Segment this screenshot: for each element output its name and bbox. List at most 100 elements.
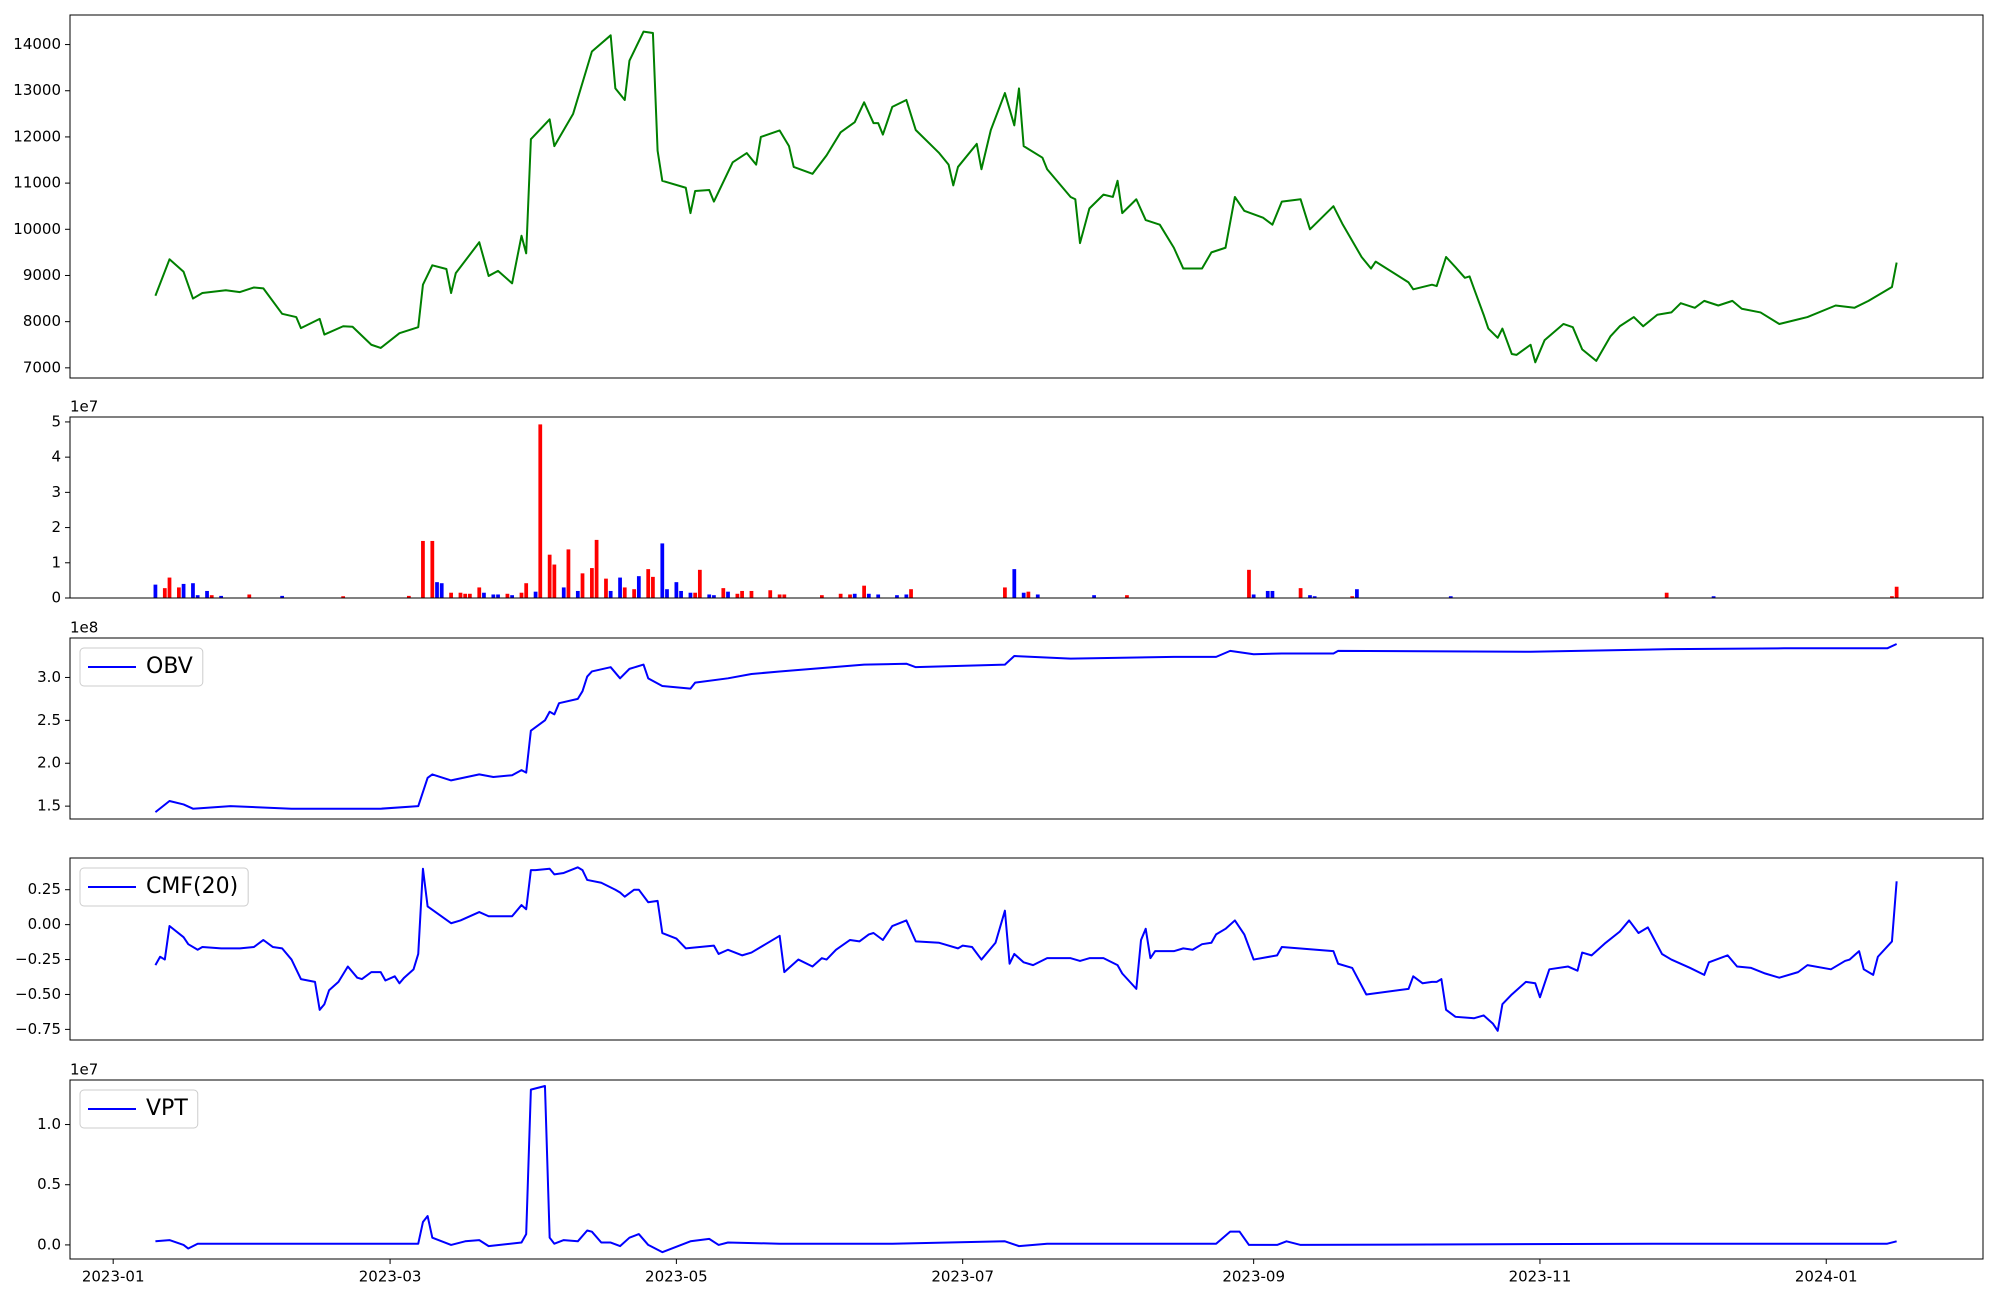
bar xyxy=(195,595,200,598)
y-tick-label: 1.5 xyxy=(37,797,61,815)
axes-frame xyxy=(69,14,1984,379)
bar xyxy=(632,589,637,598)
bar xyxy=(430,540,435,598)
y-tick-label: 9000 xyxy=(23,266,61,284)
bar xyxy=(205,590,209,598)
data-line xyxy=(155,1085,1897,1254)
bar xyxy=(665,589,669,598)
bar xyxy=(561,587,566,598)
bar xyxy=(674,582,679,598)
data-line xyxy=(154,866,1898,1032)
y-tick-label: −0.25 xyxy=(15,950,61,968)
y-tick-label: 3 xyxy=(51,483,61,501)
y-tick-label: −0.50 xyxy=(15,985,61,1003)
y-tick-label: 2.5 xyxy=(37,711,61,729)
bar xyxy=(458,592,463,598)
y-tick-label: 0.0 xyxy=(37,1235,61,1253)
bar xyxy=(575,590,580,598)
bar xyxy=(1894,586,1899,598)
bar xyxy=(491,594,496,598)
y-tick-label: 0.25 xyxy=(28,880,61,898)
y-tick-label: 1 xyxy=(51,553,61,571)
bar xyxy=(247,594,252,598)
bar xyxy=(181,583,186,598)
y-tick-label: 0.5 xyxy=(37,1175,61,1193)
bar xyxy=(162,588,167,598)
bar xyxy=(1664,592,1669,598)
bar xyxy=(1265,590,1270,598)
bar xyxy=(167,577,172,598)
data-line xyxy=(154,30,1898,364)
y-tick-label: 1.0 xyxy=(37,1115,61,1133)
bar xyxy=(721,588,726,598)
bar xyxy=(819,595,824,598)
y-tick-label: 2.0 xyxy=(37,754,61,772)
y-tick-label: 8000 xyxy=(23,312,61,330)
bar xyxy=(1012,569,1017,598)
bar xyxy=(510,595,514,598)
axis-offset-label: 1e8 xyxy=(70,619,98,637)
y-tick-label: 2 xyxy=(51,518,61,536)
bar xyxy=(876,594,881,598)
bar xyxy=(852,593,857,598)
bar xyxy=(1355,589,1359,598)
bar xyxy=(904,594,909,598)
bar xyxy=(590,568,594,598)
bar xyxy=(608,590,613,598)
axes-frame xyxy=(69,637,1984,820)
bar xyxy=(660,543,665,598)
bar xyxy=(1448,596,1453,598)
bar xyxy=(467,593,472,598)
bar xyxy=(1125,595,1129,598)
bar xyxy=(636,576,641,598)
bar xyxy=(552,564,557,598)
axes-frame xyxy=(69,1079,1984,1260)
bar xyxy=(848,594,852,598)
x-tick-label: 2023-05 xyxy=(645,1268,708,1286)
y-tick-label: 13000 xyxy=(13,81,61,99)
y-tick-label: 7000 xyxy=(23,358,61,376)
bar xyxy=(1021,592,1026,598)
bar xyxy=(209,595,214,598)
bar xyxy=(1251,594,1256,598)
bar xyxy=(688,592,693,598)
bar xyxy=(726,591,730,598)
bar xyxy=(524,583,529,598)
y-tick-label: 10000 xyxy=(13,220,61,238)
x-tick-label: 2023-11 xyxy=(1509,1268,1572,1286)
bar xyxy=(1003,587,1007,598)
x-tick-label: 2023-03 xyxy=(359,1268,422,1286)
y-tick-label: 12000 xyxy=(13,127,61,145)
bar xyxy=(538,424,543,598)
legend-box xyxy=(79,867,249,907)
bar xyxy=(693,592,698,598)
data-line xyxy=(154,643,1898,813)
bar xyxy=(909,589,913,598)
axes-frame xyxy=(69,416,1984,599)
bar xyxy=(618,577,622,598)
bar xyxy=(1312,596,1317,598)
bar xyxy=(566,549,571,598)
bar xyxy=(1247,569,1251,598)
bar xyxy=(866,593,871,598)
bar xyxy=(341,596,346,598)
x-tick-label: 2023-01 xyxy=(82,1268,145,1286)
y-tick-label: 4 xyxy=(51,448,61,466)
bar xyxy=(782,594,787,598)
bar xyxy=(406,595,411,598)
bar xyxy=(177,587,181,598)
bar xyxy=(707,594,712,598)
axis-offset-label: 1e7 xyxy=(70,398,98,416)
bar xyxy=(777,594,782,598)
y-tick-label: 3.0 xyxy=(37,668,61,686)
bar xyxy=(519,592,524,598)
bar xyxy=(895,595,899,598)
bar xyxy=(651,576,655,598)
y-tick-label: 14000 xyxy=(13,35,61,53)
bar xyxy=(622,587,627,598)
legend-box xyxy=(79,647,204,687)
legend-label: OBV xyxy=(146,654,193,679)
